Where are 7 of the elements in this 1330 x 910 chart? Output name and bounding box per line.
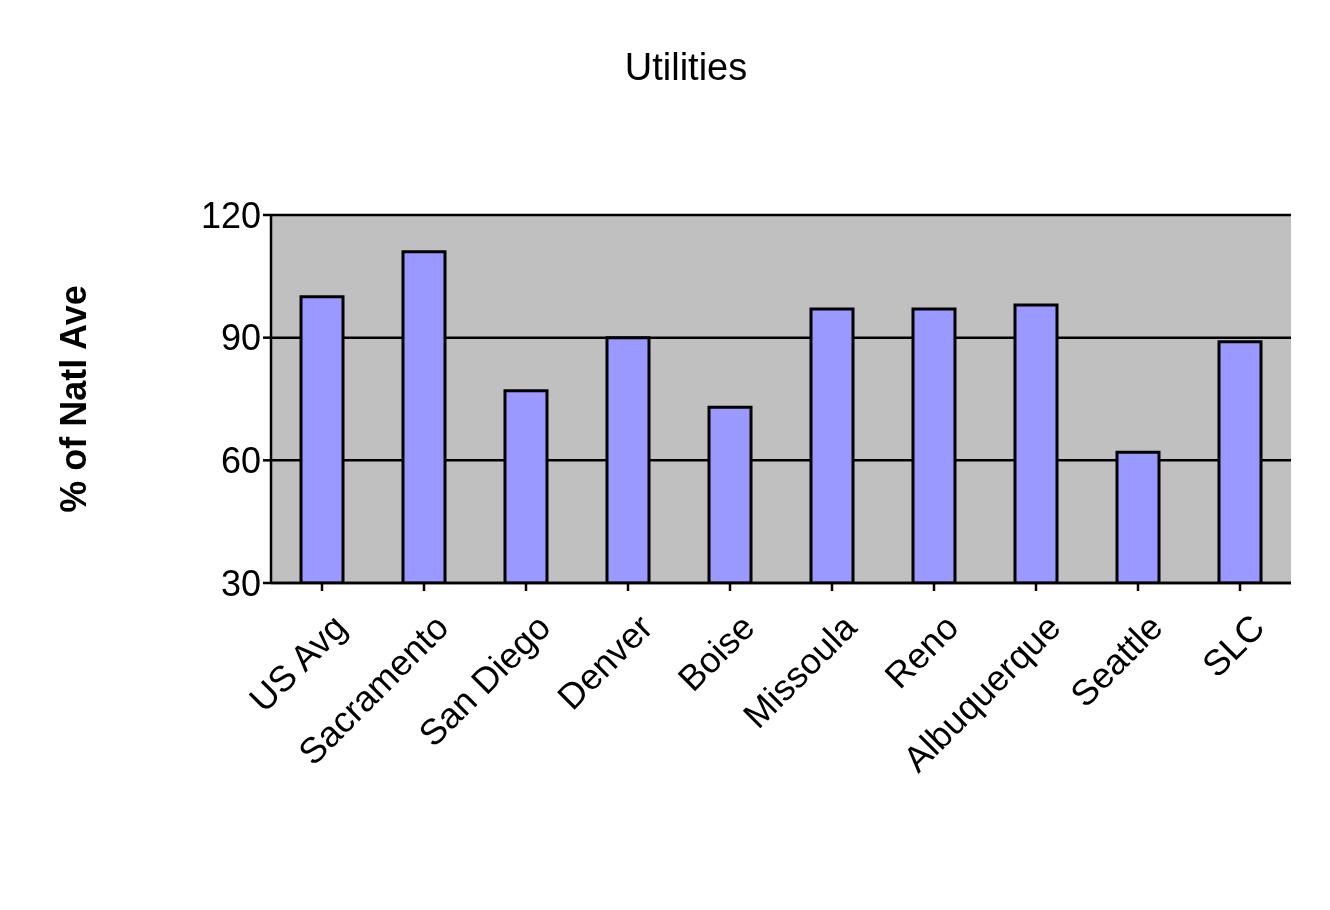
chart-title: Utilities xyxy=(623,46,749,89)
y-tick-label: 90 xyxy=(220,317,261,359)
y-axis-title: % of Natl Ave xyxy=(52,285,94,513)
y-tick-label: 30 xyxy=(220,562,261,604)
y-tick-label: 60 xyxy=(220,440,261,482)
y-tick-label: 120 xyxy=(200,194,261,236)
x-tick-label: SLC xyxy=(1193,606,1273,685)
